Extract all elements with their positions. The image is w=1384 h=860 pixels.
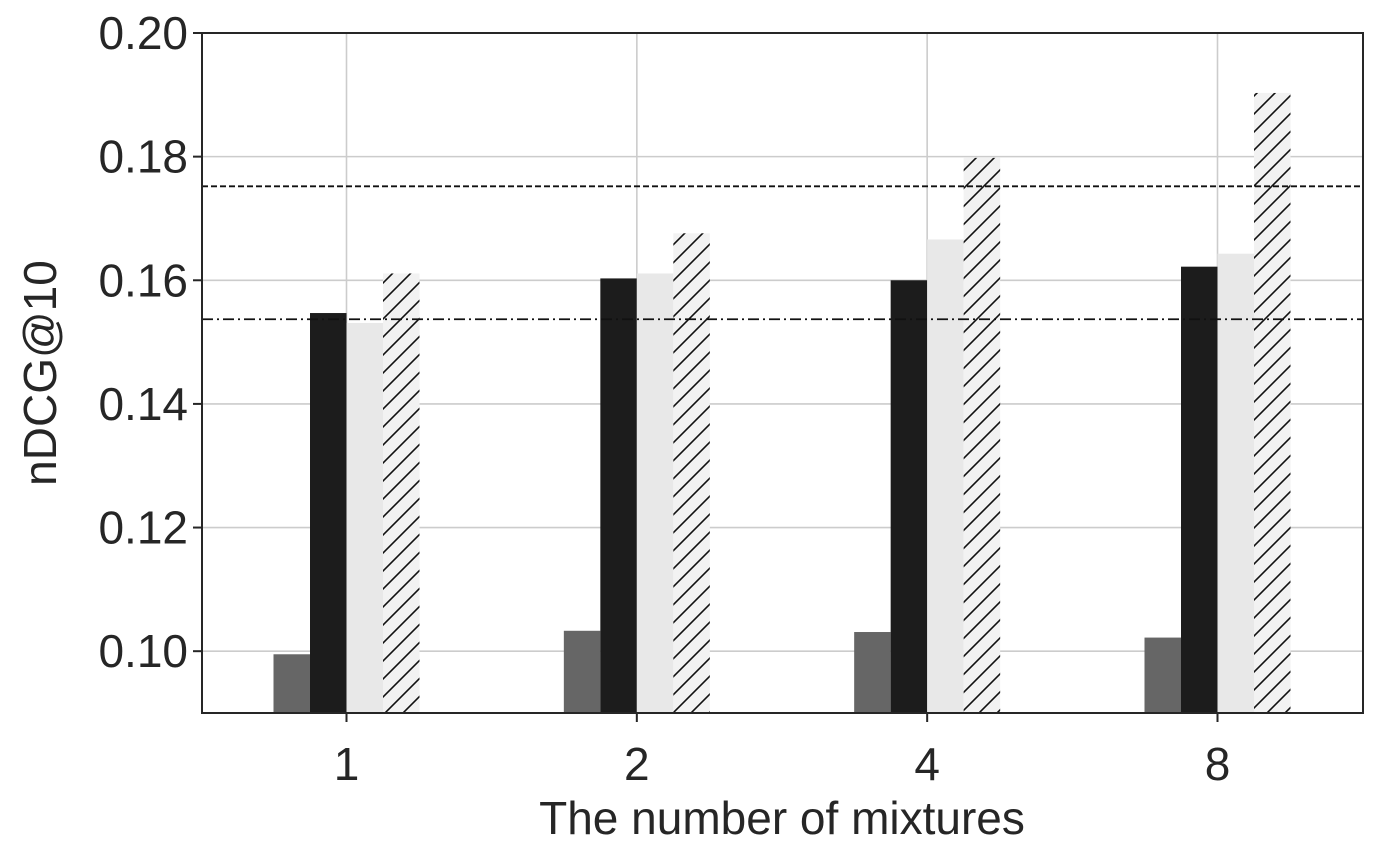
y-axis-label: nDCG@10	[14, 260, 66, 486]
bar-series-2-1	[310, 313, 347, 713]
y-tick-label: 0.14	[98, 378, 188, 430]
bars	[273, 92, 1291, 713]
x-tick-label: 1	[334, 738, 360, 790]
bar-series-4-2	[673, 233, 710, 713]
x-axis-label: The number of mixtures	[539, 792, 1025, 844]
bar-series-4-8	[1254, 92, 1291, 713]
x-axis-ticks: 1 2 4 8	[334, 713, 1231, 790]
bar-series-3-4	[927, 239, 964, 713]
bar-series-4-1	[383, 273, 420, 713]
x-tick-label: 2	[624, 738, 650, 790]
bar-series-3-2	[636, 273, 674, 713]
x-tick-label: 8	[1205, 738, 1231, 790]
bar-series-1-4	[854, 632, 891, 713]
bar-series-3-8	[1217, 253, 1254, 713]
y-tick-label: 0.16	[98, 254, 188, 306]
bar-series-1-2	[563, 630, 601, 713]
y-tick-label: 0.18	[98, 131, 188, 183]
y-axis-ticks: 0.10 0.12 0.14 0.16 0.18 0.20	[98, 7, 202, 677]
bar-series-3-1	[346, 322, 383, 713]
bar-series-2-2	[600, 278, 637, 713]
bar-series-4-4	[963, 157, 1001, 713]
y-tick-label: 0.20	[98, 7, 188, 59]
plot-frame	[201, 32, 1364, 714]
y-tick-label: 0.12	[98, 502, 188, 554]
bar-series-1-1	[273, 654, 310, 713]
bar-series-2-8	[1181, 266, 1218, 713]
reference-lines	[202, 185, 1363, 321]
y-tick-label: 0.10	[98, 625, 188, 677]
bar-series-2-4	[890, 280, 928, 713]
x-tick-label: 4	[914, 738, 940, 790]
bar-series-1-8	[1144, 637, 1181, 713]
